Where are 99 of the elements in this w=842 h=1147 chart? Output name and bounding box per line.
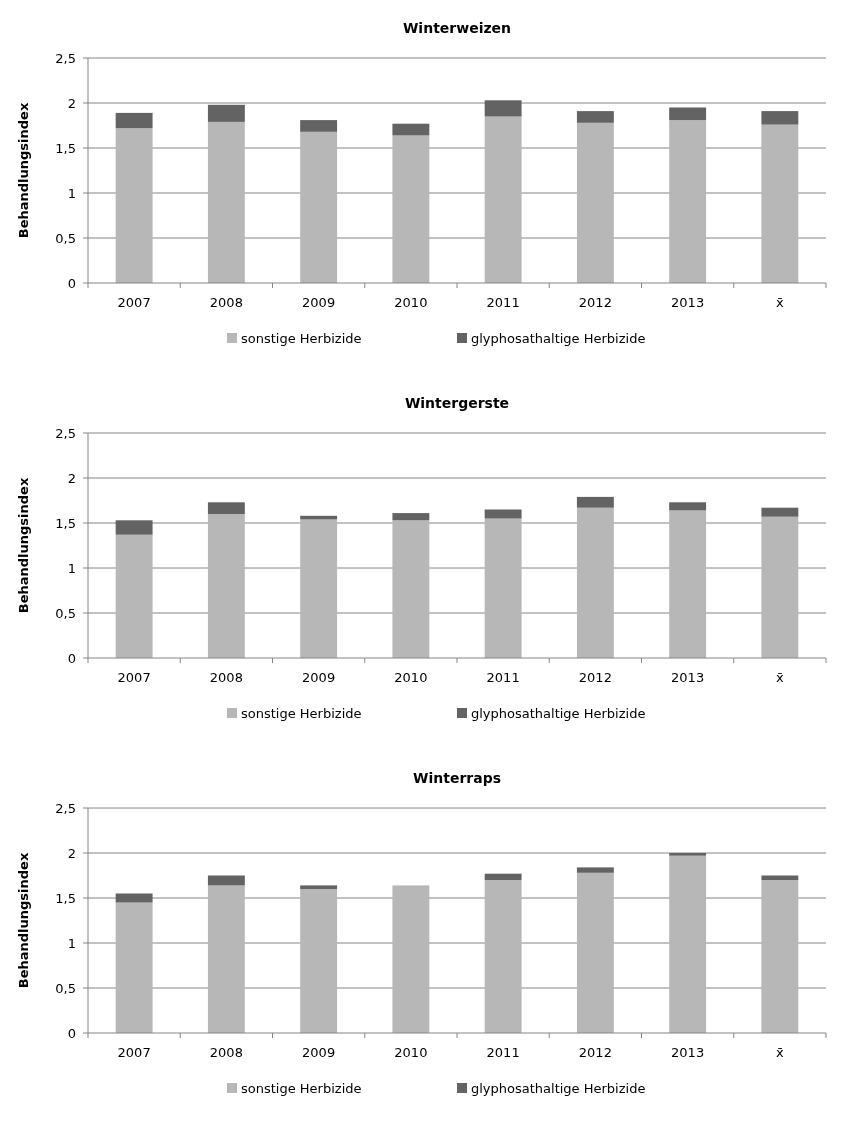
- y-tick-label: 0,5: [55, 230, 76, 246]
- x-tick-label: 2010: [394, 670, 428, 685]
- bar: [392, 513, 430, 521]
- bar: [392, 520, 430, 658]
- x-tick-label: 2012: [578, 1045, 612, 1060]
- bar: [300, 885, 338, 889]
- bar: [761, 507, 799, 517]
- bar: [300, 519, 338, 658]
- bar: [576, 872, 614, 1033]
- x-tick-label: 2011: [486, 1045, 520, 1060]
- y-tick-label: 0: [67, 1025, 76, 1041]
- bar: [669, 853, 707, 856]
- bar: [484, 116, 522, 283]
- bar: [484, 509, 522, 519]
- bar: [300, 120, 338, 132]
- bar: [115, 112, 153, 129]
- y-tick-label: 1: [67, 185, 76, 201]
- x-tick-label: 2011: [486, 295, 520, 310]
- x-tick-label: 2010: [394, 1045, 428, 1060]
- x-tick-label: 2013: [671, 295, 705, 310]
- bar: [115, 893, 153, 903]
- bar: [484, 100, 522, 117]
- y-tick-label: 2: [67, 845, 76, 861]
- legend-label: glyphosathaltige Herbizide: [471, 1080, 646, 1096]
- bar: [392, 135, 430, 283]
- y-tick-label: 0,5: [55, 605, 76, 621]
- bar: [115, 128, 153, 283]
- bar: [115, 520, 153, 535]
- bar: [207, 121, 245, 283]
- x-tick-label: 2012: [578, 295, 612, 310]
- x-tick-label: 2008: [209, 670, 243, 685]
- legend-label: sonstige Herbizide: [241, 1080, 362, 1096]
- x-tick-label: 2013: [671, 1045, 705, 1060]
- bar: [669, 855, 707, 1033]
- x-tick-label: 2009: [302, 670, 336, 685]
- x-tick-label: x̄: [776, 295, 785, 310]
- x-tick-label: 2008: [209, 295, 243, 310]
- x-tick-label: 2009: [302, 295, 336, 310]
- x-tick-label: 2008: [209, 1045, 243, 1060]
- bar: [669, 510, 707, 658]
- bar: [576, 496, 614, 508]
- bar: [207, 875, 245, 886]
- y-tick-label: 0: [67, 650, 76, 666]
- legend-label: sonstige Herbizide: [241, 330, 362, 346]
- bar: [207, 885, 245, 1033]
- bar: [207, 104, 245, 122]
- bar: [576, 507, 614, 658]
- y-tick-label: 1,5: [55, 890, 76, 906]
- bar: [392, 123, 430, 136]
- bar: [761, 124, 799, 283]
- bar: [761, 880, 799, 1033]
- bar: [207, 502, 245, 514]
- bar: [576, 122, 614, 283]
- bar: [115, 902, 153, 1033]
- x-tick-label: x̄: [776, 670, 785, 685]
- bar: [669, 107, 707, 121]
- bar: [576, 111, 614, 123]
- x-tick-label: 2013: [671, 670, 705, 685]
- bar: [669, 502, 707, 511]
- x-tick-label: 2010: [394, 295, 428, 310]
- bar: [300, 131, 338, 283]
- bar: [484, 873, 522, 880]
- bar: [300, 889, 338, 1033]
- y-tick-label: 2,5: [55, 425, 76, 441]
- x-tick-label: 2009: [302, 1045, 336, 1060]
- y-tick-label: 2,5: [55, 800, 76, 816]
- y-tick-label: 1: [67, 935, 76, 951]
- x-tick-label: 2007: [117, 295, 151, 310]
- chart-title: Winterweizen: [402, 20, 512, 36]
- y-axis-title: Behandlungsindex: [16, 102, 31, 239]
- x-tick-label: 2007: [117, 670, 151, 685]
- chart-title: Winterraps: [412, 770, 502, 786]
- y-tick-label: 2: [67, 95, 76, 111]
- chart-title: Wintergerste: [404, 395, 510, 411]
- bar: [484, 880, 522, 1033]
- bar: [761, 111, 799, 125]
- bar: [669, 120, 707, 283]
- bar: [392, 885, 430, 1033]
- y-tick-label: 2,5: [55, 50, 76, 66]
- y-axis-title: Behandlungsindex: [16, 852, 31, 989]
- y-tick-label: 1,5: [55, 515, 76, 531]
- x-tick-label: 2007: [117, 1045, 151, 1060]
- y-tick-label: 0,5: [55, 980, 76, 996]
- bar: [576, 867, 614, 873]
- bar: [207, 514, 245, 658]
- y-tick-label: 1,5: [55, 140, 76, 156]
- legend-label: glyphosathaltige Herbizide: [471, 330, 646, 346]
- x-tick-label: 2011: [486, 670, 520, 685]
- y-tick-label: 1: [67, 560, 76, 576]
- x-tick-label: 2012: [578, 670, 612, 685]
- x-tick-label: x̄: [776, 1045, 785, 1060]
- y-tick-label: 2: [67, 470, 76, 486]
- y-axis-title: Behandlungsindex: [16, 477, 31, 614]
- y-tick-label: 0: [67, 275, 76, 291]
- legend-label: sonstige Herbizide: [241, 705, 362, 721]
- bar: [115, 534, 153, 658]
- legend-label: glyphosathaltige Herbizide: [471, 705, 646, 721]
- bar: [761, 516, 799, 658]
- bar: [484, 518, 522, 658]
